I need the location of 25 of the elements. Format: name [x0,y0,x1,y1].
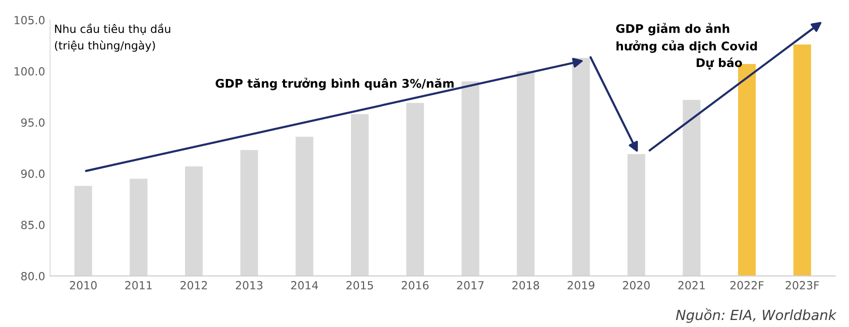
x-tick-label: 2011 [125,281,152,290]
annotation: GDP tăng trưởng bình quân 3%/năm [216,78,454,90]
x-tick-label: 2022F [730,281,764,290]
x-tick-label: 2019 [568,281,594,290]
x-tick-label: 2015 [346,281,373,290]
x-tick-label: 2021 [678,281,705,290]
x-tick-label: 2016 [402,281,429,290]
x-tick-label: 2014 [291,281,318,290]
x-tick-label: 2017 [457,281,484,290]
y-tick-label: 105.0 [14,16,44,24]
x-tick-label: 2013 [236,281,262,290]
y-tick-label: 100.0 [14,67,44,76]
annotation: Dự báo [696,58,742,70]
text: Nguồn: EIA, Worldbank [676,308,837,323]
annotation: GDP giảm do ảnh hưởng của dịch Covid [616,22,757,53]
x-tick-label: 2012 [180,281,207,290]
x-tick-label: 2023F [786,281,819,290]
y-tick-label: 95.0 [21,118,44,127]
y-tick-label: 90.0 [21,170,44,178]
y-axis-title: Nhu cầu tiêu thụ dầu (triệu thùng/ngày) [54,24,170,52]
x-tick-label: 2018 [512,281,540,290]
x-tick-label: 2020 [622,281,650,290]
x-tick-label: 2010 [70,281,97,290]
y-tick-label: 80.0 [21,272,44,280]
y-tick-label: 85.0 [21,220,44,230]
